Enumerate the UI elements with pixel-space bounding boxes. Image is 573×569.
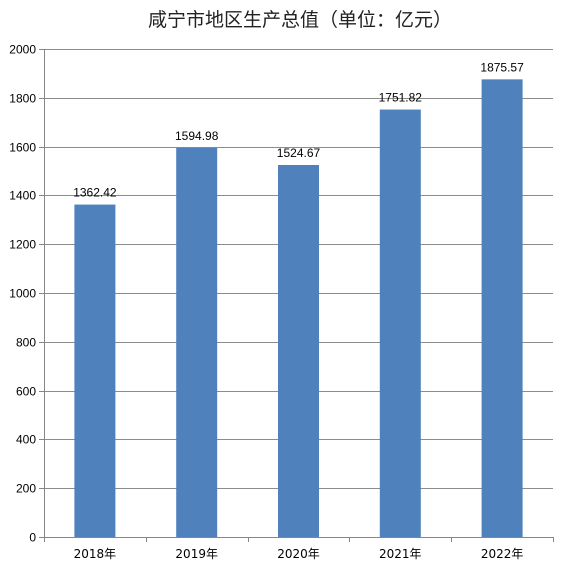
bar (278, 164, 319, 537)
y-tick-label: 2000 (9, 43, 36, 57)
y-tick-label: 1200 (9, 238, 36, 252)
y-tick-label: 200 (16, 482, 36, 496)
bar (74, 204, 116, 537)
value-label: 1751.82 (379, 91, 423, 105)
x-category-label: 2018年 (74, 547, 117, 561)
chart-title: 咸宁市地区生产总值（单位：亿元） (148, 9, 452, 31)
data-labels: 1362.42 1594.98 1524.67 1751.82 1875.57 (73, 60, 524, 199)
x-category-label: 2021年 (379, 547, 422, 561)
value-label: 1594.98 (175, 129, 219, 143)
bar-series (74, 79, 523, 538)
y-tick-label: 400 (16, 433, 36, 447)
value-label: 1524.67 (277, 146, 321, 160)
value-label: 1875.57 (480, 60, 524, 74)
bar (379, 109, 421, 538)
y-tick-label: 800 (16, 336, 36, 350)
y-tick-label: 0 (29, 531, 36, 545)
y-tick-label: 1600 (9, 141, 36, 155)
x-category-label: 2020年 (277, 547, 320, 561)
y-tick-label: 1400 (9, 189, 36, 203)
y-tick-label: 1000 (9, 287, 36, 301)
y-tick-label: 600 (16, 385, 36, 399)
bar (176, 147, 218, 537)
y-tick-label: 1800 (9, 92, 36, 106)
y-axis: 0 200 400 600 800 1000 1200 1400 1600 1800 2000 (9, 43, 45, 545)
x-axis: 2018年 2019年 2020年 2021年 2022年 (44, 537, 554, 561)
x-category-label: 2019年 (175, 547, 218, 561)
x-category-label: 2022年 (481, 547, 524, 561)
bar (481, 79, 523, 537)
value-label: 1362.42 (73, 186, 117, 200)
